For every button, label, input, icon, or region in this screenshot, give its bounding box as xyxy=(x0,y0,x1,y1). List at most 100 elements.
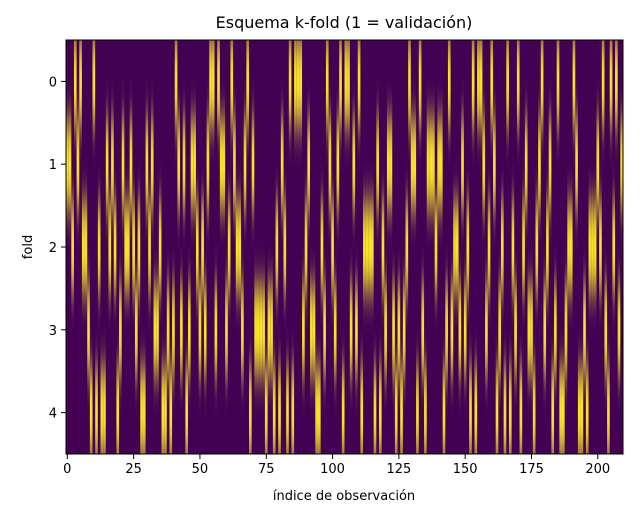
heatmap-cell xyxy=(111,122,114,206)
heatmap-cell xyxy=(68,122,72,206)
heatmap-cell xyxy=(310,288,313,372)
heatmap-cell xyxy=(129,122,133,206)
heatmap-cell xyxy=(378,371,382,454)
heatmap-cell xyxy=(312,288,316,372)
heatmap-cell xyxy=(363,205,366,289)
heatmap-cell xyxy=(294,40,297,123)
heatmap-cell xyxy=(352,122,356,206)
heatmap-cell xyxy=(315,371,318,454)
heatmap-cell xyxy=(540,40,544,123)
heatmap-cell xyxy=(206,122,210,206)
heatmap-cell xyxy=(397,288,401,372)
heatmap-cell xyxy=(188,288,191,372)
heatmap-cell xyxy=(272,371,276,454)
heatmap-cell xyxy=(262,288,265,372)
heatmap-cell xyxy=(424,371,427,454)
heatmap-cell xyxy=(193,122,196,206)
heatmap-cell xyxy=(495,371,499,454)
heatmap-cell xyxy=(487,205,491,289)
heatmap-cell xyxy=(562,371,565,454)
heatmap-cell xyxy=(222,122,226,206)
heatmap-cell xyxy=(66,122,69,206)
heatmap-cell xyxy=(546,205,549,289)
heatmap-cell xyxy=(394,371,398,454)
heatmap-cell xyxy=(71,205,74,289)
heatmap-cell xyxy=(402,288,406,372)
heatmap-cell xyxy=(76,122,80,206)
heatmap-cell xyxy=(243,122,247,206)
heatmap-cell xyxy=(585,371,589,454)
heatmap-cell xyxy=(164,371,167,454)
heatmap-cell xyxy=(256,288,260,372)
x-tick-label: 100 xyxy=(320,462,345,477)
heatmap-cell xyxy=(270,288,273,372)
heatmap-cell xyxy=(121,122,125,206)
heatmap-cell xyxy=(203,288,207,372)
heatmap-cell xyxy=(238,205,242,289)
heatmap-cell xyxy=(254,288,257,372)
heatmap-cell xyxy=(530,288,533,372)
heatmap-cell xyxy=(567,205,570,289)
heatmap-cell xyxy=(620,122,623,206)
heatmap-cell xyxy=(392,288,395,372)
heatmap-cell xyxy=(524,122,528,206)
heatmap-cell xyxy=(233,122,236,206)
heatmap-cell xyxy=(514,288,517,372)
heatmap-cell xyxy=(583,288,586,372)
heatmap-cell xyxy=(463,288,467,372)
heatmap-cell xyxy=(331,205,334,289)
heatmap-cell xyxy=(304,205,308,289)
heatmap-cell xyxy=(339,40,342,123)
heatmap-cell xyxy=(92,40,96,123)
y-axis-label: fold xyxy=(21,235,36,259)
heatmap-cell xyxy=(201,205,204,289)
heatmap-cell xyxy=(288,40,292,123)
y-tick-label: 3 xyxy=(49,324,57,339)
heatmap-cell xyxy=(275,205,279,289)
heatmap-cell xyxy=(410,122,414,206)
heatmap-cell xyxy=(591,205,594,289)
heatmap-cell xyxy=(299,40,303,123)
heatmap-cell xyxy=(249,371,252,454)
heatmap-cell xyxy=(161,371,165,454)
heatmap-cell xyxy=(119,288,122,372)
heatmap-cell xyxy=(341,371,345,454)
heatmap-cell xyxy=(172,288,175,372)
heatmap-cell xyxy=(219,122,223,206)
heatmap-cell xyxy=(251,122,255,206)
heatmap-cell xyxy=(482,122,486,206)
heatmap-cell xyxy=(607,371,610,454)
heatmap-cell xyxy=(169,371,173,454)
heatmap-cell xyxy=(198,288,202,372)
heatmap-cell xyxy=(325,40,329,123)
heatmap-cell xyxy=(381,205,385,289)
heatmap-cell xyxy=(554,288,557,372)
heatmap-cell xyxy=(209,40,212,123)
heatmap-cell xyxy=(434,205,438,289)
x-tick-label: 200 xyxy=(585,462,610,477)
heatmap-cells xyxy=(66,40,623,454)
heatmap-cell xyxy=(235,205,239,289)
heatmap-cell xyxy=(569,205,573,289)
heatmap-cell xyxy=(511,205,515,289)
heatmap-cell xyxy=(596,122,600,206)
heatmap-cell xyxy=(79,40,82,123)
heatmap-cell xyxy=(100,371,104,454)
heatmap-cell xyxy=(461,122,464,206)
heatmap-cell xyxy=(259,288,263,372)
heatmap-cell xyxy=(522,205,525,289)
heatmap-cell xyxy=(357,40,361,123)
heatmap-cell xyxy=(577,371,581,454)
heatmap-cell xyxy=(142,371,146,454)
heatmap-cell xyxy=(132,205,135,289)
heatmap-cell xyxy=(416,371,419,454)
heatmap-cell xyxy=(323,288,326,372)
heatmap-cell xyxy=(185,371,189,454)
heatmap-cell xyxy=(615,40,618,123)
heatmap-cell xyxy=(283,205,287,289)
heatmap-cell xyxy=(211,40,215,123)
heatmap-cell xyxy=(182,122,186,206)
heatmap-cell xyxy=(474,371,478,454)
heatmap-cell xyxy=(503,371,507,454)
heatmap-cell xyxy=(426,122,430,206)
